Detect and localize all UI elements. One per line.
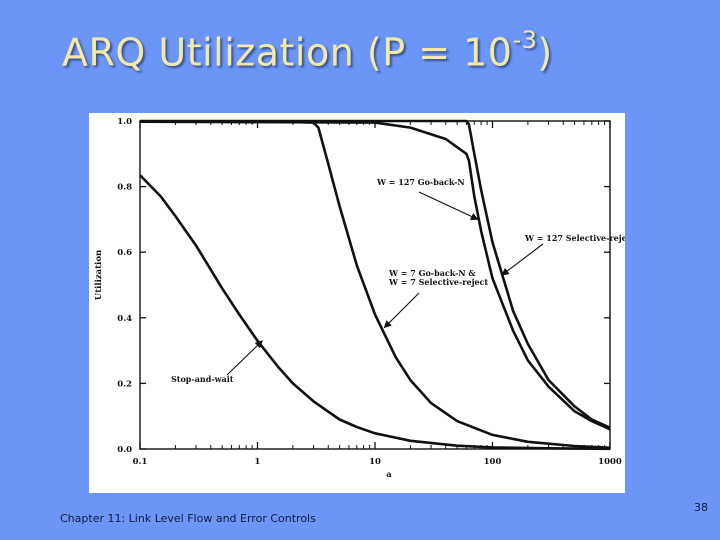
x-tick-label: 10 [369,457,381,467]
w7-line [140,120,611,449]
y-tick-label: 0.4 [117,314,132,324]
w127-go-back-n-line [139,120,611,431]
y-tick-label: 0.0 [117,445,132,455]
annotation-arrow [226,340,263,376]
annotation-label: W = 127 Go-back-N [376,177,465,187]
annotation-arrow [418,191,479,220]
chart-panel: 0.0 0.2 0.4 0.6 0.8 1.0 0.1 1 10 100 1000 a Utilizat… [89,113,625,493]
x-tick-label: 0.1 [133,457,148,467]
annotation-label: W = 7 Selective-reject [388,277,488,287]
slide-footer: Chapter 11: Link Level Flow and Error Co… [60,512,316,525]
data-lines [139,119,611,451]
w127-selective-reject-line [140,119,611,429]
axes: 0.0 0.2 0.4 0.6 0.8 1.0 0.1 1 10 100 1000 a Utilizat… [94,117,622,480]
y-tick-label: 0.2 [117,379,132,389]
annotations: W = 127 Go-back-N W = 127 Selective-rejec… [171,177,625,384]
slide-title-main: ARQ Utilization (P = 10 [62,30,513,75]
annotation-label: W = 127 Selective-reject [524,233,625,243]
annotation-arrow [501,243,544,276]
page-number: 38 [694,501,708,514]
annotation-arrow [383,292,420,329]
utilization-chart: 0.0 0.2 0.4 0.6 0.8 1.0 0.1 1 10 100 1000 a Utilizat… [94,117,625,480]
y-axis-label: Utilization [94,250,104,300]
y-tick-label: 1.0 [117,117,132,127]
x-tick-label: 1000 [598,457,622,467]
plot-frame [139,120,611,450]
annotation-label: W = 7 Go-back-N & [388,268,476,278]
y-tick-label: 0.6 [117,248,132,258]
slide-title-exponent: -3 [512,26,538,54]
x-tick-label: 1 [255,457,261,467]
stop-and-wait-line [139,174,611,451]
x-tick-label: 100 [484,457,502,467]
x-axis-label: a [386,470,392,480]
y-tick-label: 0.8 [117,183,132,193]
annotation-label: Stop-and-wait [171,374,234,384]
slide-title-close: ) [537,30,553,75]
slide-title: ARQ Utilization (P = 10-3) [62,26,553,75]
